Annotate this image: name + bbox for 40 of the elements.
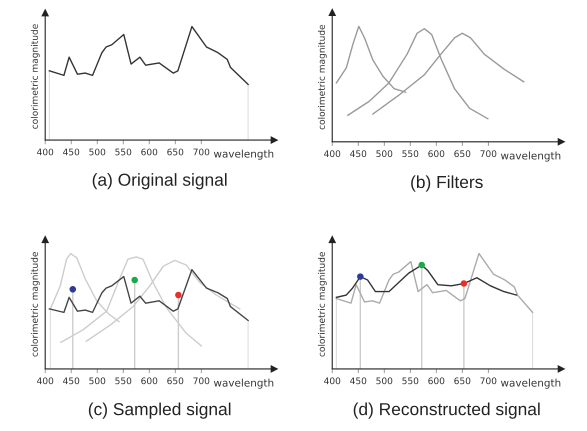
x-tick-label: 700 <box>193 148 210 156</box>
text: (c) Sampled signal <box>88 402 230 419</box>
x-axis-title: wavelength <box>214 378 274 389</box>
x-tick-label: 650 <box>167 148 184 156</box>
x-tick-label: 600 <box>141 377 158 384</box>
x-tick-label: 600 <box>428 377 444 384</box>
text: (b) Filters <box>411 175 483 192</box>
x-tick-label: 650 <box>454 150 470 158</box>
y-axis-title: colorimetric magnitude <box>318 252 327 357</box>
x-tick-label: 500 <box>376 150 392 158</box>
y-axis-title: colorimetric magnitude <box>30 24 40 129</box>
x-tick-label: 400 <box>37 148 54 156</box>
x-tick-label: 450 <box>63 377 80 384</box>
x-tick-label: 700 <box>480 150 496 158</box>
x-tick-label: 550 <box>115 377 132 384</box>
x-tick-label: 500 <box>89 148 106 156</box>
x-tick-label: 400 <box>324 150 340 158</box>
text: (a) Original signal <box>92 173 227 190</box>
x-axis-title: wavelength <box>500 378 560 389</box>
x-tick-label: 400 <box>324 377 340 384</box>
y-axis-title: colorimetric magnitude <box>30 252 40 357</box>
x-tick-label: 700 <box>193 377 210 384</box>
text: (d) Reconstructed signal <box>354 402 540 419</box>
x-tick-label: 550 <box>115 148 132 156</box>
x-tick-label: 650 <box>167 377 184 384</box>
x-tick-label: 450 <box>350 377 366 384</box>
x-axis-title: wavelength <box>214 150 274 160</box>
x-tick-label: 650 <box>454 377 470 384</box>
x-tick-label: 400 <box>37 377 54 384</box>
x-tick-label: 700 <box>480 377 496 384</box>
x-axis-title: wavelength <box>500 151 560 162</box>
x-tick-label: 500 <box>376 377 392 384</box>
x-tick-label: 550 <box>402 150 418 158</box>
x-tick-label: 450 <box>63 148 80 156</box>
x-tick-label: 600 <box>428 150 444 158</box>
x-tick-label: 550 <box>402 377 418 384</box>
x-tick-label: 500 <box>89 377 106 384</box>
x-tick-label: 450 <box>350 150 366 158</box>
y-axis-title: colorimetric magnitude <box>318 24 327 130</box>
x-tick-label: 600 <box>141 148 158 156</box>
